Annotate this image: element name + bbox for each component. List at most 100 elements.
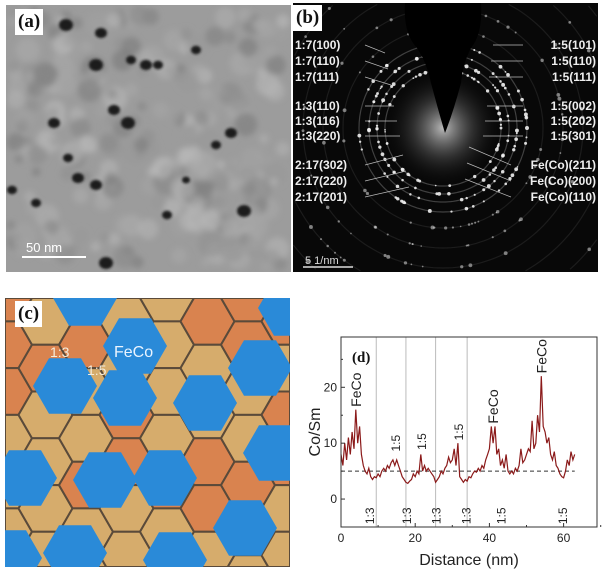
plot-frame xyxy=(340,336,598,528)
nanoparticle xyxy=(89,59,103,71)
panel-d-line-profile: 0 20 40 60 0 10 20 FeCo 1:5 1:5 1:5 FeCo FeCo 1:3 1:3 1… xyxy=(300,300,602,577)
nanoparticle xyxy=(95,27,107,39)
phase-annotation: 1:5 xyxy=(389,435,403,452)
y-tick-label: 0 xyxy=(330,492,337,506)
x-axis-label: Distance (nm) xyxy=(419,552,519,569)
x-tick-label: 60 xyxy=(557,531,571,545)
y-axis-label: Co/Sm xyxy=(307,408,324,457)
diffraction-ring xyxy=(588,5,598,17)
x-tick-label: 40 xyxy=(483,531,497,545)
nanoparticle xyxy=(59,19,73,31)
left-ring-label: 1:7(111) xyxy=(295,70,339,84)
right-ring-label: 1:5(110) xyxy=(551,54,596,68)
co-sm-series xyxy=(340,376,576,485)
phase-annotation: 1:3 xyxy=(400,507,414,524)
feco-grain xyxy=(143,532,207,567)
feco-grain xyxy=(5,530,42,567)
diffraction-ring xyxy=(293,244,317,270)
panel-c-schematic: 1:3 1:5 FeCo (c) xyxy=(5,298,290,567)
nanoparticle xyxy=(162,210,172,220)
right-ring-label: Fe(Co)(211) xyxy=(531,158,596,172)
x-tick-label: 20 xyxy=(409,531,423,545)
feco-grain xyxy=(5,450,57,506)
feco-grain xyxy=(103,318,167,374)
feco-grain xyxy=(133,450,197,506)
feco-grain xyxy=(173,375,237,431)
right-ring-label: 1:5(202) xyxy=(551,114,596,128)
nanoparticle xyxy=(140,59,152,71)
feco-grain xyxy=(93,370,157,426)
diffraction-ring xyxy=(322,7,564,249)
diffraction-ring xyxy=(552,4,597,67)
left-ring-label: 2:17(302) xyxy=(295,158,347,172)
scale-bar-label: 50 nm xyxy=(26,240,62,255)
nanoparticle xyxy=(31,198,41,208)
panel-label-c: (c) xyxy=(15,301,43,327)
phase-annotation: FeCo xyxy=(348,372,364,406)
feco-grain xyxy=(243,425,290,481)
nanoparticle xyxy=(63,153,73,163)
diffraction-ring xyxy=(302,3,584,269)
grain-hexagon xyxy=(260,530,290,567)
right-ring-label: 1:5(101) xyxy=(551,38,596,52)
microstructure-schematic: 1:3 1:5 FeCo xyxy=(5,298,290,567)
tem-micrograph: 50 nm xyxy=(6,5,290,272)
nanoparticle xyxy=(126,55,136,65)
co-sm-profile-chart: 0 20 40 60 0 10 20 FeCo 1:5 1:5 1:5 FeCo FeCo 1:3 1:3 1… xyxy=(307,336,602,569)
diffraction-ring xyxy=(525,189,597,272)
right-ring-label: Fe(Co)(110) xyxy=(531,190,596,204)
nanoparticle xyxy=(191,45,201,55)
diffraction-ring xyxy=(294,200,361,272)
nanoparticle xyxy=(211,140,221,150)
feco-grain xyxy=(33,358,97,414)
scale-bar-label: 5 1/nm xyxy=(305,255,339,267)
nanoparticle xyxy=(182,176,190,184)
feco-grain xyxy=(53,298,117,326)
left-ring-label: 1:7(100) xyxy=(295,38,340,52)
left-ring-label: 2:17(220) xyxy=(295,174,347,188)
panel-label-d: (d) xyxy=(352,350,370,366)
nanoparticle xyxy=(48,117,60,129)
phase-annotation: 1:3 xyxy=(363,507,377,524)
phase-annotation: 1:5 xyxy=(452,423,466,440)
left-ring-label: 2:17(201) xyxy=(295,190,347,204)
phase-label-1-5: 1:5 xyxy=(87,362,107,378)
panel-label-a: (a) xyxy=(15,9,44,35)
left-ring-label: 1:3(110) xyxy=(295,99,340,113)
nanoparticle xyxy=(7,185,17,195)
phase-annotation: FeCo xyxy=(533,339,549,373)
feco-grain xyxy=(258,298,290,336)
phase-label-feco: FeCo xyxy=(114,344,153,361)
nanoparticle xyxy=(108,104,120,116)
left-ring-label: 1:3(220) xyxy=(295,129,340,143)
nanoparticle xyxy=(90,179,102,191)
right-ring-label: Fe(Co)(200) xyxy=(530,174,596,188)
nanoparticle xyxy=(121,117,135,129)
phase-label-1-3: 1:3 xyxy=(50,344,70,360)
diffraction-ring xyxy=(569,239,598,270)
nanoparticle xyxy=(153,60,163,70)
panel-b-diffraction-pattern: 1:7(100) 1:7(110) 1:7(111) 1:3(110) 1:3(116)… xyxy=(293,3,598,272)
phase-annotation: 1:5 xyxy=(556,507,570,524)
phase-annotation: 1:3 xyxy=(430,507,444,524)
right-ring-label: 1:5(111) xyxy=(552,70,596,84)
feco-grain xyxy=(73,452,137,508)
nanoparticle xyxy=(72,172,84,184)
diffraction-ring xyxy=(358,43,528,213)
phase-annotation: FeCo xyxy=(485,389,501,423)
x-tick-label: 0 xyxy=(338,531,345,545)
diffraction-ring xyxy=(508,3,584,129)
right-ring-label: 1:5(301) xyxy=(551,129,596,143)
phase-annotation: 1:5 xyxy=(495,507,509,524)
y-tick-label: 20 xyxy=(324,380,338,394)
feco-grain xyxy=(228,340,290,396)
left-ring-label: 1:7(110) xyxy=(295,54,340,68)
nanoparticle xyxy=(237,205,251,217)
feco-grain xyxy=(213,500,277,556)
nanoparticle xyxy=(99,257,113,269)
panel-label-b: (b) xyxy=(293,5,323,31)
left-ring-label: 1:3(116) xyxy=(295,114,340,128)
feco-grain xyxy=(43,525,107,567)
y-tick-label: 10 xyxy=(324,436,338,450)
diffraction-pattern: 1:7(100) 1:7(110) 1:7(111) 1:3(110)1:3(116)… xyxy=(293,3,598,272)
